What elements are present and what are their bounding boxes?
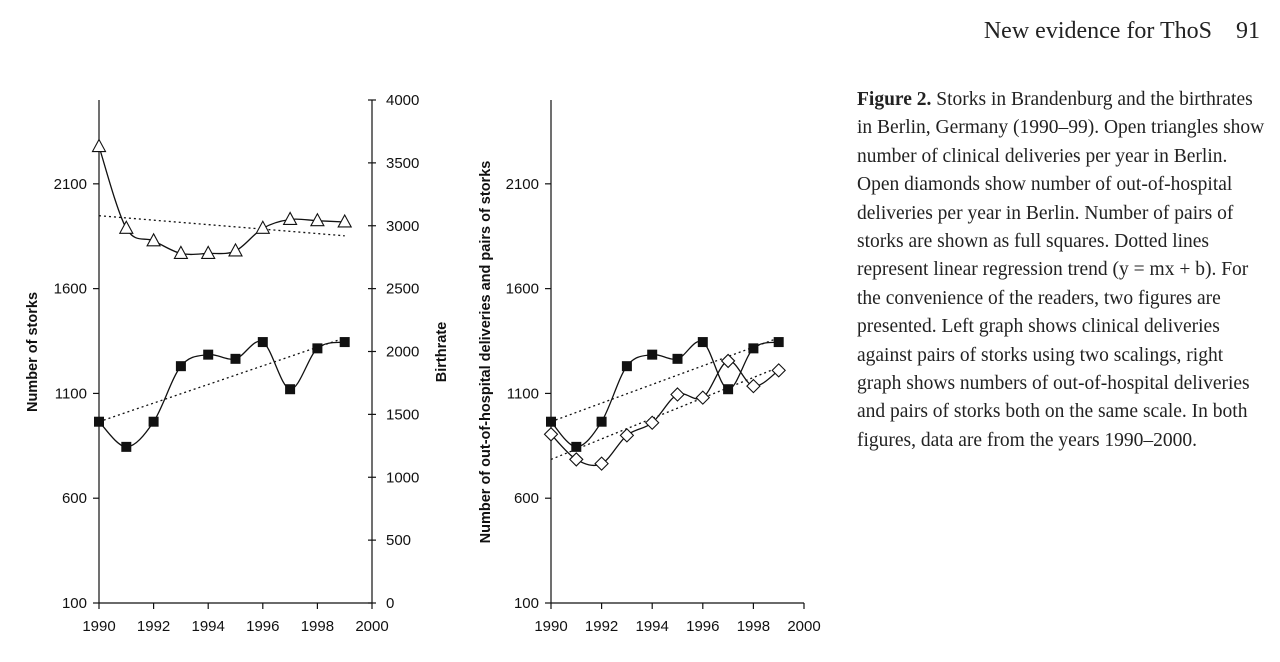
y-tick-label: 2100: [54, 176, 87, 193]
y2-tick-label: 500: [386, 532, 411, 549]
running-head: New evidence for ThoS 91: [900, 18, 1260, 45]
triangle-marker: [173, 245, 189, 259]
triangle-marker: [228, 242, 243, 257]
diamond-marker: [746, 378, 761, 394]
triangle-marker: [282, 211, 298, 226]
trendline: [550, 366, 779, 461]
diamond-marker: [670, 387, 685, 402]
square-marker: [94, 416, 104, 427]
square-marker: [175, 361, 186, 372]
x-tick-label: 1996: [686, 618, 719, 635]
x-tick-label: 1994: [192, 618, 225, 635]
square-marker: [257, 337, 268, 348]
square-marker: [546, 416, 556, 427]
y-tick-label: 1600: [506, 281, 539, 298]
y-tick-label: 1100: [507, 385, 539, 402]
diamond-marker: [569, 452, 584, 467]
square-marker: [121, 441, 132, 452]
square-marker: [203, 349, 214, 360]
diamond-marker: [720, 353, 736, 369]
diamond-marker: [695, 390, 711, 405]
square-marker: [672, 353, 683, 364]
triangle-marker: [118, 220, 134, 234]
trendline: [98, 215, 345, 237]
series-line: [550, 360, 780, 467]
square-marker: [723, 384, 734, 395]
x-tick-label: 1994: [636, 618, 669, 635]
triangle-marker: [309, 212, 325, 227]
x-tick-label: 2000: [787, 618, 820, 635]
triangle-marker: [337, 213, 353, 228]
x-tick-label: 1992: [137, 618, 170, 635]
y-tick-label: 600: [62, 490, 87, 507]
page-number: 91: [1236, 18, 1260, 44]
y-tick-label: 1100: [55, 385, 87, 402]
triangle-marker: [255, 220, 271, 234]
y2-tick-label: 1500: [386, 406, 419, 423]
triangle-marker: [91, 138, 107, 153]
y-tick-label: 2100: [506, 176, 539, 193]
x-tick-label: 2000: [355, 618, 388, 635]
y2-tick-label: 1000: [386, 469, 419, 486]
square-marker: [339, 337, 350, 348]
y-tick-label: 100: [62, 595, 87, 612]
diamond-marker: [594, 456, 609, 471]
square-marker: [312, 343, 323, 354]
diamond-marker: [644, 415, 660, 431]
y2-tick-label: 0: [386, 595, 394, 612]
diamond-marker: [771, 363, 786, 378]
square-marker: [773, 337, 784, 348]
diamond-marker: [543, 427, 559, 442]
square-marker: [148, 416, 159, 427]
triangle-marker: [146, 232, 162, 247]
running-title: New evidence for ThoS: [983, 18, 1212, 44]
series-line: [98, 146, 345, 256]
diamond-marker: [619, 428, 635, 443]
trendline: [550, 337, 779, 423]
y2-tick-label: 2000: [386, 344, 419, 361]
square-marker: [571, 441, 582, 452]
y2-tick-label: 2500: [386, 281, 419, 298]
square-marker: [697, 337, 708, 348]
caption-label: Figure 2.: [857, 89, 932, 110]
y-tick-label: 100: [514, 595, 539, 612]
y-tick-label: 1600: [54, 281, 87, 298]
y-tick-label: 600: [514, 490, 539, 507]
x-tick-label: 1990: [82, 618, 115, 635]
x-tick-label: 1990: [534, 618, 567, 635]
caption-text: Storks in Brandenburg and the birthrates…: [857, 89, 1265, 451]
series-line: [98, 340, 345, 448]
square-marker: [647, 349, 658, 360]
y-axis-title: Number of out-of-hospital deliveries and…: [478, 161, 494, 544]
square-marker: [285, 384, 296, 395]
x-tick-label: 1992: [585, 618, 618, 635]
y-axis-title: Number of storks: [25, 292, 41, 412]
figure-caption: Figure 2. Storks in Brandenburg and the …: [857, 86, 1267, 455]
square-marker: [748, 343, 759, 354]
x-tick-label: 1996: [246, 618, 279, 635]
y2-tick-label: 3500: [386, 155, 419, 172]
y2-tick-label: 3000: [386, 218, 419, 235]
y2-axis-title: Birthrate: [434, 322, 450, 382]
triangle-marker: [200, 245, 216, 259]
figure-charts: 1990 1992 1994 1996 1998 2000 100 600 1100 1600 21…: [25, 92, 821, 635]
square-marker: [596, 416, 607, 427]
square-marker: [230, 353, 241, 364]
x-tick-label: 1998: [301, 618, 334, 635]
trendline: [98, 337, 345, 423]
square-marker: [621, 361, 632, 372]
series-line: [550, 340, 779, 448]
x-tick-label: 1998: [737, 618, 770, 635]
y2-tick-label: 4000: [386, 92, 419, 109]
